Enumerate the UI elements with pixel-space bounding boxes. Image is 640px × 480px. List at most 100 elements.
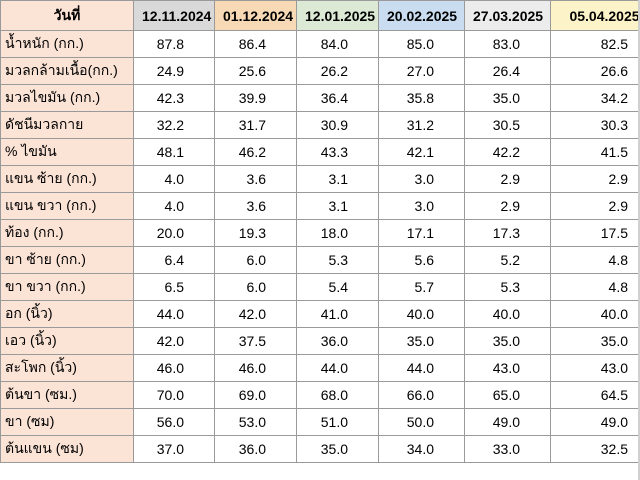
value-cell[interactable]: 4.8 bbox=[550, 273, 640, 301]
value-cell[interactable]: 42.3 bbox=[133, 84, 215, 112]
value-cell[interactable]: 46.2 bbox=[214, 138, 297, 166]
value-cell[interactable]: 20.0 bbox=[133, 219, 215, 247]
value-cell[interactable]: 44.0 bbox=[296, 354, 379, 382]
value-cell[interactable]: 33.0 bbox=[464, 435, 551, 463]
value-cell[interactable]: 6.0 bbox=[214, 273, 297, 301]
value-cell[interactable]: 64.5 bbox=[550, 381, 640, 409]
row-label-cell[interactable]: สะโพก (นิ้ว) bbox=[0, 354, 134, 382]
value-cell[interactable]: 41.5 bbox=[550, 138, 640, 166]
value-cell[interactable]: 4.0 bbox=[133, 192, 215, 220]
header-date-cell[interactable]: 20.02.2025 bbox=[378, 0, 465, 31]
value-cell[interactable]: 2.9 bbox=[550, 192, 640, 220]
value-cell[interactable]: 5.6 bbox=[378, 246, 465, 274]
value-cell[interactable]: 87.8 bbox=[133, 30, 215, 58]
value-cell[interactable]: 24.9 bbox=[133, 57, 215, 85]
value-cell[interactable]: 70.0 bbox=[133, 381, 215, 409]
value-cell[interactable]: 6.0 bbox=[214, 246, 297, 274]
value-cell[interactable]: 2.9 bbox=[464, 192, 551, 220]
value-cell[interactable]: 65.0 bbox=[464, 381, 551, 409]
header-date-cell[interactable]: 12.11.2024 bbox=[133, 0, 215, 31]
value-cell[interactable]: 49.0 bbox=[464, 408, 551, 436]
row-label-cell[interactable]: ท้อง (กก.) bbox=[0, 219, 134, 247]
value-cell[interactable]: 35.0 bbox=[550, 327, 640, 355]
value-cell[interactable]: 6.4 bbox=[133, 246, 215, 274]
value-cell[interactable]: 17.1 bbox=[378, 219, 465, 247]
row-label-cell[interactable]: แขน ซ้าย (กก.) bbox=[0, 165, 134, 193]
value-cell[interactable]: 3.1 bbox=[296, 192, 379, 220]
value-cell[interactable]: 26.4 bbox=[464, 57, 551, 85]
value-cell[interactable]: 43.0 bbox=[550, 354, 640, 382]
value-cell[interactable]: 3.1 bbox=[296, 165, 379, 193]
value-cell[interactable]: 3.6 bbox=[214, 165, 297, 193]
value-cell[interactable]: 51.0 bbox=[296, 408, 379, 436]
value-cell[interactable]: 19.3 bbox=[214, 219, 297, 247]
value-cell[interactable]: 35.0 bbox=[296, 435, 379, 463]
value-cell[interactable]: 49.0 bbox=[550, 408, 640, 436]
value-cell[interactable]: 46.0 bbox=[214, 354, 297, 382]
value-cell[interactable]: 4.0 bbox=[133, 165, 215, 193]
header-date-cell[interactable]: 12.01.2025 bbox=[296, 0, 379, 31]
header-date-cell[interactable]: 01.12.2024 bbox=[214, 0, 297, 31]
value-cell[interactable]: 35.0 bbox=[378, 327, 465, 355]
value-cell[interactable]: 66.0 bbox=[378, 381, 465, 409]
header-date-label[interactable]: วันที่ bbox=[0, 0, 134, 31]
value-cell[interactable]: 31.2 bbox=[378, 111, 465, 139]
row-label-cell[interactable]: มวลไขมัน (กก.) bbox=[0, 84, 134, 112]
value-cell[interactable]: 26.6 bbox=[550, 57, 640, 85]
value-cell[interactable]: 27.0 bbox=[378, 57, 465, 85]
row-label-cell[interactable]: อก (นิ้ว) bbox=[0, 300, 134, 328]
value-cell[interactable]: 83.0 bbox=[464, 30, 551, 58]
value-cell[interactable]: 39.9 bbox=[214, 84, 297, 112]
value-cell[interactable]: 46.0 bbox=[133, 354, 215, 382]
value-cell[interactable]: 42.0 bbox=[133, 327, 215, 355]
row-label-cell[interactable]: ดัชนีมวลกาย bbox=[0, 111, 134, 139]
value-cell[interactable]: 5.7 bbox=[378, 273, 465, 301]
value-cell[interactable]: 17.3 bbox=[464, 219, 551, 247]
value-cell[interactable]: 41.0 bbox=[296, 300, 379, 328]
row-label-cell[interactable]: ต้นแขน (ซม) bbox=[0, 435, 134, 463]
value-cell[interactable]: 35.8 bbox=[378, 84, 465, 112]
value-cell[interactable]: 44.0 bbox=[378, 354, 465, 382]
value-cell[interactable]: 18.0 bbox=[296, 219, 379, 247]
value-cell[interactable]: 48.1 bbox=[133, 138, 215, 166]
value-cell[interactable]: 40.0 bbox=[378, 300, 465, 328]
value-cell[interactable]: 36.0 bbox=[296, 327, 379, 355]
row-label-cell[interactable]: มวลกล้ามเนื้อ(กก.) bbox=[0, 57, 134, 85]
value-cell[interactable]: 37.0 bbox=[133, 435, 215, 463]
value-cell[interactable]: 31.7 bbox=[214, 111, 297, 139]
value-cell[interactable]: 50.0 bbox=[378, 408, 465, 436]
value-cell[interactable]: 4.8 bbox=[550, 246, 640, 274]
value-cell[interactable]: 35.0 bbox=[464, 327, 551, 355]
value-cell[interactable]: 86.4 bbox=[214, 30, 297, 58]
value-cell[interactable]: 5.4 bbox=[296, 273, 379, 301]
value-cell[interactable]: 56.0 bbox=[133, 408, 215, 436]
row-label-cell[interactable]: ต้นขา (ซม.) bbox=[0, 381, 134, 409]
header-date-cell[interactable]: 05.04.2025 bbox=[550, 0, 640, 31]
row-label-cell[interactable]: ขา ซ้าย (กก.) bbox=[0, 246, 134, 274]
value-cell[interactable]: 30.3 bbox=[550, 111, 640, 139]
value-cell[interactable]: 84.0 bbox=[296, 30, 379, 58]
value-cell[interactable]: 3.6 bbox=[214, 192, 297, 220]
value-cell[interactable]: 37.5 bbox=[214, 327, 297, 355]
value-cell[interactable]: 43.3 bbox=[296, 138, 379, 166]
value-cell[interactable]: 42.0 bbox=[214, 300, 297, 328]
row-label-cell[interactable]: แขน ขวา (กก.) bbox=[0, 192, 134, 220]
value-cell[interactable]: 34.2 bbox=[550, 84, 640, 112]
value-cell[interactable]: 53.0 bbox=[214, 408, 297, 436]
row-label-cell[interactable]: ขา ขวา (กก.) bbox=[0, 273, 134, 301]
value-cell[interactable]: 17.5 bbox=[550, 219, 640, 247]
row-label-cell[interactable]: ขา (ซม) bbox=[0, 408, 134, 436]
value-cell[interactable]: 5.3 bbox=[296, 246, 379, 274]
header-date-cell[interactable]: 27.03.2025 bbox=[464, 0, 551, 31]
row-label-cell[interactable]: % ไขมัน bbox=[0, 138, 134, 166]
value-cell[interactable]: 40.0 bbox=[550, 300, 640, 328]
row-label-cell[interactable]: เอว (นิ้ว) bbox=[0, 327, 134, 355]
value-cell[interactable]: 30.5 bbox=[464, 111, 551, 139]
value-cell[interactable]: 5.2 bbox=[464, 246, 551, 274]
value-cell[interactable]: 32.5 bbox=[550, 435, 640, 463]
value-cell[interactable]: 30.9 bbox=[296, 111, 379, 139]
value-cell[interactable]: 44.0 bbox=[133, 300, 215, 328]
value-cell[interactable]: 85.0 bbox=[378, 30, 465, 58]
value-cell[interactable]: 42.1 bbox=[378, 138, 465, 166]
value-cell[interactable]: 5.3 bbox=[464, 273, 551, 301]
